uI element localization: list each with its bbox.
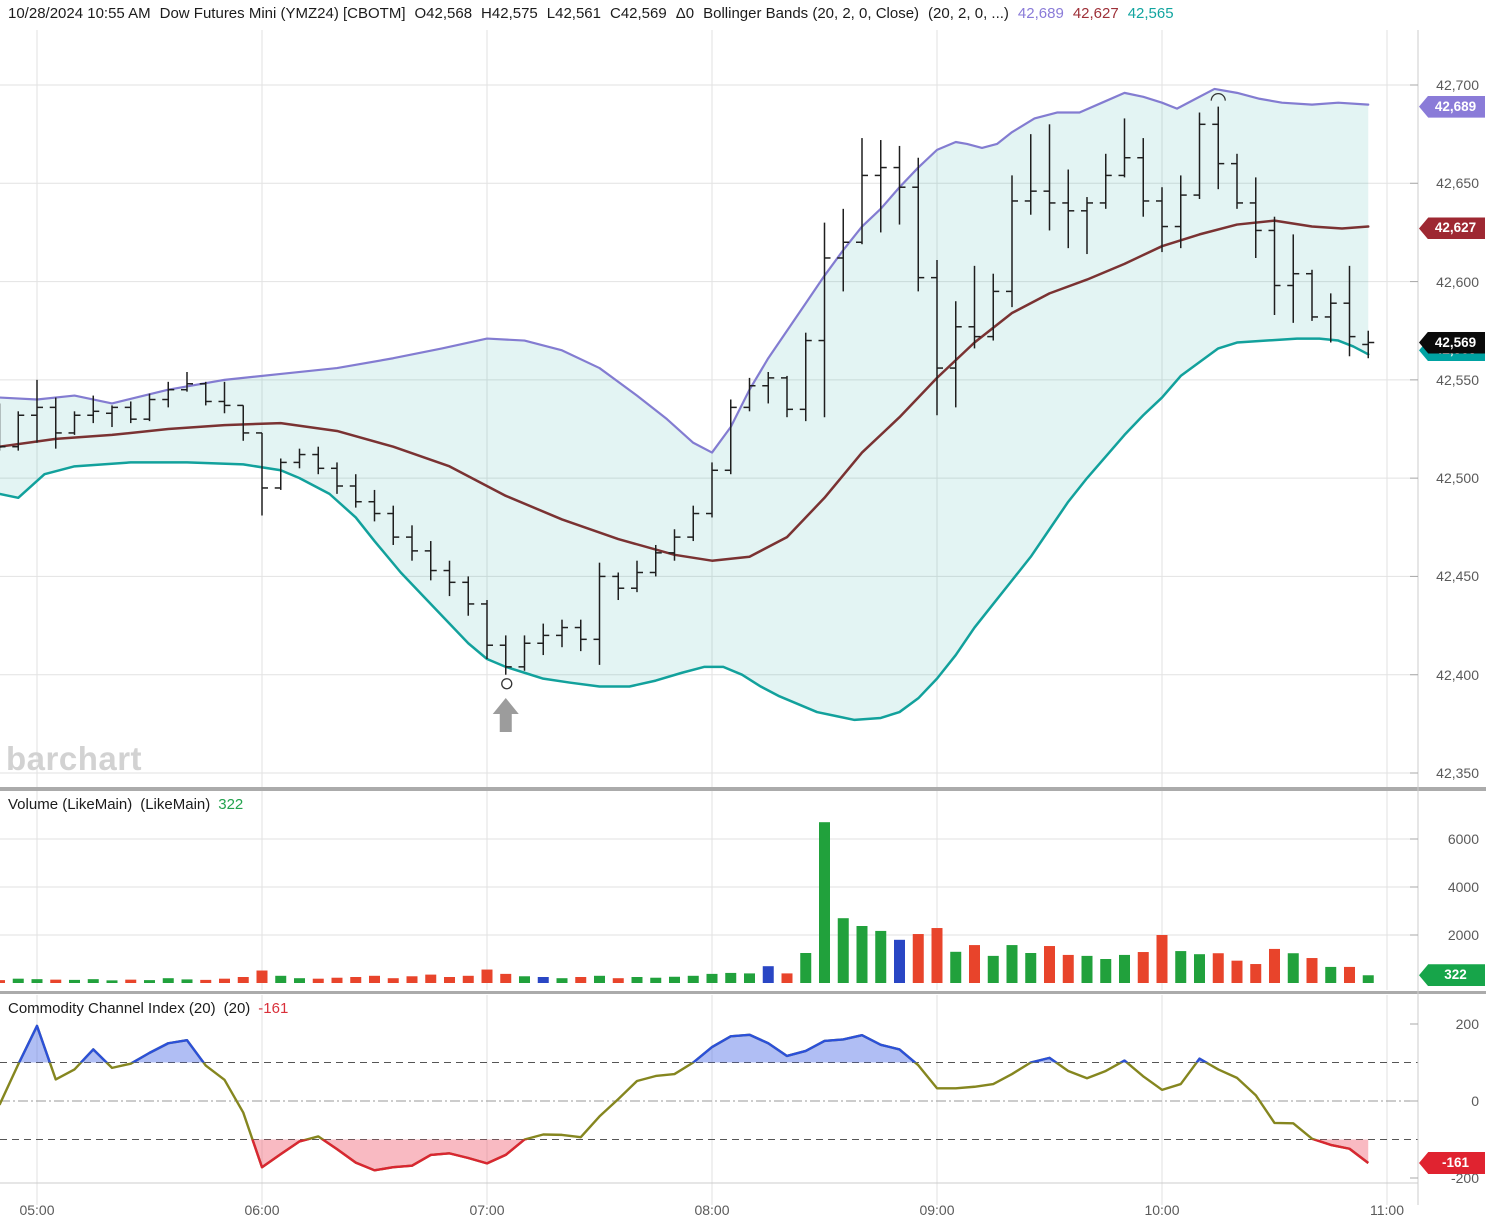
header-study-bollinger[interactable]: Bollinger Bands (20, 2, 0, Close) [703, 5, 920, 22]
price-value-badge: 42,689 [1419, 95, 1485, 118]
time-tick-label: 11:00 [1370, 1202, 1404, 1218]
header-datetime: 10/28/2024 10:55 AM [8, 5, 151, 22]
barchart-logo: barchart [6, 740, 143, 777]
header-low: L42,561 [546, 5, 601, 22]
cci-overbought-fill [0, 1025, 1369, 1063]
gridlines [0, 30, 1418, 1205]
axis-tick-label: 42,500 [1436, 470, 1479, 487]
time-tick-label: 09:00 [919, 1202, 955, 1218]
price-value-badge: 42,627 [1419, 217, 1485, 240]
header-open: O42,568 [414, 5, 473, 22]
header-close: C42,569 [610, 5, 667, 22]
header-change: Δ0 [675, 5, 695, 22]
cycle-high-marker [1210, 92, 1226, 101]
axis-tick-label: 2000 [1447, 927, 1479, 943]
header-study-params[interactable]: (20, 2, 0, ...) [928, 5, 1009, 22]
axis-tick-label: -200 [1450, 1170, 1479, 1186]
axis-tick-label: 42,650 [1436, 175, 1479, 192]
axis-tick-label: 0 [1471, 1093, 1479, 1109]
cci-study-params[interactable]: (20) [223, 1000, 251, 1017]
axis-tick-label: 4000 [1447, 879, 1479, 895]
cci-value-badge: -161 [1419, 1151, 1485, 1174]
header-instrument: Dow Futures Mini (YMZ24) [CBOTM] [159, 5, 406, 22]
time-tick-label: 10:00 [1144, 1202, 1180, 1218]
cci-last-value: -161 [258, 1000, 289, 1017]
axis-tick-label: 42,600 [1436, 273, 1479, 290]
cci-panel-label: Commodity Channel Index (20) (20) -161 [8, 1000, 288, 1017]
volume-value-badge: 322 [1419, 964, 1485, 987]
time-tick-label: 06:00 [244, 1202, 280, 1218]
cci-line [0, 1024, 1369, 1172]
cci-line-overbought [17, 1024, 1209, 1063]
volume-bars [0, 822, 1374, 983]
panel-separator[interactable] [0, 991, 1486, 994]
time-tick-label: 07:00 [469, 1202, 505, 1218]
time-tick-label: 05:00 [19, 1202, 55, 1218]
volume-panel-label: Volume (LikeMain) (LikeMain) 322 [8, 796, 243, 813]
cci-oversold-fill [0, 1139, 1369, 1171]
axis-tick-label: 200 [1455, 1016, 1479, 1032]
volume-study-params[interactable]: (LikeMain) [140, 796, 211, 813]
price-value-badge: 42,569 [1419, 331, 1485, 354]
axis-tick-label: 6000 [1447, 831, 1479, 847]
time-tick-label: 08:00 [694, 1202, 730, 1218]
cci-study-name[interactable]: Commodity Channel Index (20) [8, 1000, 216, 1017]
bollinger-lower-line [0, 337, 1370, 722]
header-upper-band-value: 42,689 [1017, 5, 1064, 22]
volume-last-value: 322 [218, 796, 244, 813]
volume-study-name[interactable]: Volume (LikeMain) [8, 796, 133, 813]
axis-tick-label: 42,550 [1436, 371, 1479, 388]
axis-tick-label: 42,700 [1436, 77, 1479, 93]
header-high: H42,575 [481, 5, 538, 22]
bollinger-middle-line [0, 219, 1370, 562]
axis-tick-label: 42,450 [1436, 568, 1479, 585]
cci-line-oversold [251, 1139, 1369, 1172]
panel-separator[interactable] [0, 787, 1486, 791]
header-middle-band-value: 42,627 [1072, 5, 1119, 22]
price-bars [0, 106, 1375, 675]
up-arrow-marker[interactable] [492, 698, 519, 732]
axis-tick-label: 42,400 [1436, 666, 1479, 683]
axis-tick-label: 42,350 [1436, 764, 1479, 781]
header-lower-band-value: 42,565 [1127, 5, 1174, 22]
chart-header: 10/28/2024 10:55 AM Dow Futures Mini (YM… [8, 5, 1174, 22]
cycle-low-marker [501, 678, 513, 690]
